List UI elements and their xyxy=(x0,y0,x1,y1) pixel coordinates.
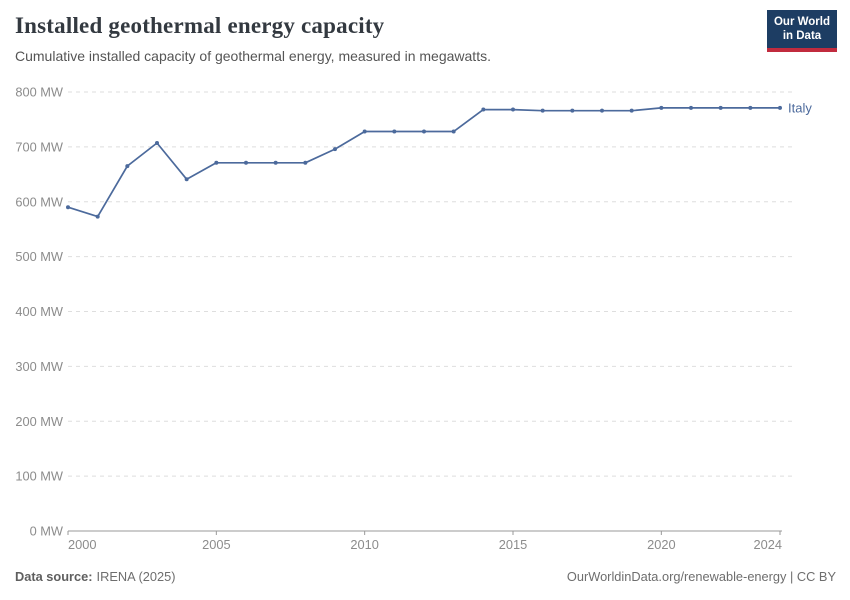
data-point-italy-2005 xyxy=(214,160,219,165)
data-point-italy-2018 xyxy=(600,108,604,113)
chart-footer: Data source: IRENA (2025) OurWorldinData.… xyxy=(15,569,836,584)
data-point-italy-2019 xyxy=(629,108,634,113)
data-point-italy-2003 xyxy=(155,141,159,146)
y-tick-label-600: 600 MW xyxy=(15,194,64,209)
data-point-italy-2002 xyxy=(125,164,130,169)
entity-label-italy[interactable]: Italy xyxy=(788,100,812,115)
data-source: Data source: IRENA (2025) xyxy=(15,569,175,584)
x-tick-label-2015: 2015 xyxy=(499,537,527,552)
y-tick-label-700: 700 MW xyxy=(15,139,64,154)
data-source-label: Data source: xyxy=(15,569,93,584)
data-point-italy-2020 xyxy=(659,105,664,110)
data-point-italy-2011 xyxy=(392,129,397,134)
data-point-italy-2009 xyxy=(333,147,337,152)
data-point-italy-2024 xyxy=(778,105,782,110)
data-point-italy-2013 xyxy=(451,129,456,134)
y-tick-label-300: 300 MW xyxy=(15,359,64,374)
data-point-italy-2000 xyxy=(66,205,70,210)
data-point-italy-2022 xyxy=(718,105,723,110)
data-point-italy-2007 xyxy=(273,160,278,165)
chart-subtitle: Cumulative installed capacity of geother… xyxy=(15,48,491,64)
line-series-italy xyxy=(67,107,781,218)
footer-separator: | xyxy=(786,569,797,584)
page-title: Installed geothermal energy capacity xyxy=(15,13,385,38)
data-point-italy-2004 xyxy=(184,177,189,182)
x-tick-label-2020: 2020 xyxy=(647,537,675,552)
owid-url-link[interactable]: OurWorldinData.org/renewable-energy xyxy=(566,569,787,584)
y-tick-label-500: 500 MW xyxy=(15,249,64,264)
x-tick-label-2005: 2005 xyxy=(202,537,230,552)
y-tick-label-800: 800 MW xyxy=(15,85,64,100)
data-point-italy-2015 xyxy=(511,107,515,112)
data-point-italy-2006 xyxy=(244,160,248,165)
data-point-italy-2014 xyxy=(481,107,486,112)
data-source-value: IRENA (2025) xyxy=(96,569,176,584)
footer-attribution: OurWorldinData.org/renewable-energy | CC… xyxy=(567,569,836,584)
x-tick-label-2010: 2010 xyxy=(350,537,378,552)
data-point-italy-2016 xyxy=(540,108,545,113)
data-point-italy-2012 xyxy=(422,129,426,134)
x-tick-label-2024: 2024 xyxy=(754,537,782,552)
data-point-italy-2023 xyxy=(748,105,753,110)
license-label: CC BY xyxy=(796,569,836,584)
y-tick-label-100: 100 MW xyxy=(15,469,64,484)
data-point-italy-2008 xyxy=(303,160,308,165)
chart-header: Installed geothermal energy capacity Cum… xyxy=(15,13,745,64)
data-point-italy-2017 xyxy=(570,108,575,113)
y-tick-label-0: 0 MW xyxy=(30,524,64,539)
y-tick-label-400: 400 MW xyxy=(15,304,64,319)
data-point-italy-2021 xyxy=(689,105,693,110)
owid-logo-line1: Our World xyxy=(773,16,830,28)
data-point-italy-2001 xyxy=(95,214,100,219)
data-point-italy-2010 xyxy=(362,129,367,134)
y-tick-label-200: 200 MW xyxy=(15,414,64,429)
x-tick-label-2000: 2000 xyxy=(68,537,96,552)
owid-logo[interactable]: Our World in Data xyxy=(767,10,837,52)
owid-logo-line2: in Data xyxy=(782,30,822,43)
